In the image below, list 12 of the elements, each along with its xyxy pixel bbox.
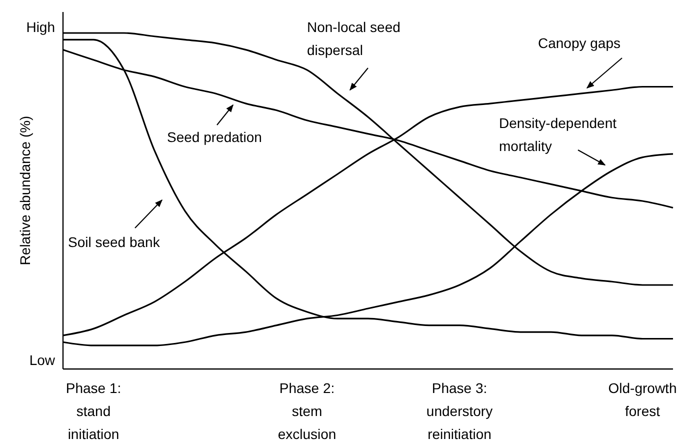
annotation: Soil seed bank	[68, 234, 161, 250]
annotation: Seed predation	[167, 129, 262, 145]
x-tick-label: Phase 2: stem exclusion	[278, 380, 336, 442]
annotation: Canopy gaps	[538, 35, 621, 51]
x-tick-label: Phase 1: stand initiation	[66, 380, 122, 442]
annotation: Density-dependent mortality	[499, 115, 617, 154]
x-tick-label: Old-growth forest	[608, 380, 677, 419]
x-tick-label: Phase 3: understory reinitiation	[426, 380, 493, 442]
text: Low	[29, 352, 56, 368]
y-axis-title: Relative abundance (%)	[17, 116, 33, 266]
text: High	[26, 19, 55, 35]
annotation: Non-local seed dispersal	[307, 19, 400, 58]
